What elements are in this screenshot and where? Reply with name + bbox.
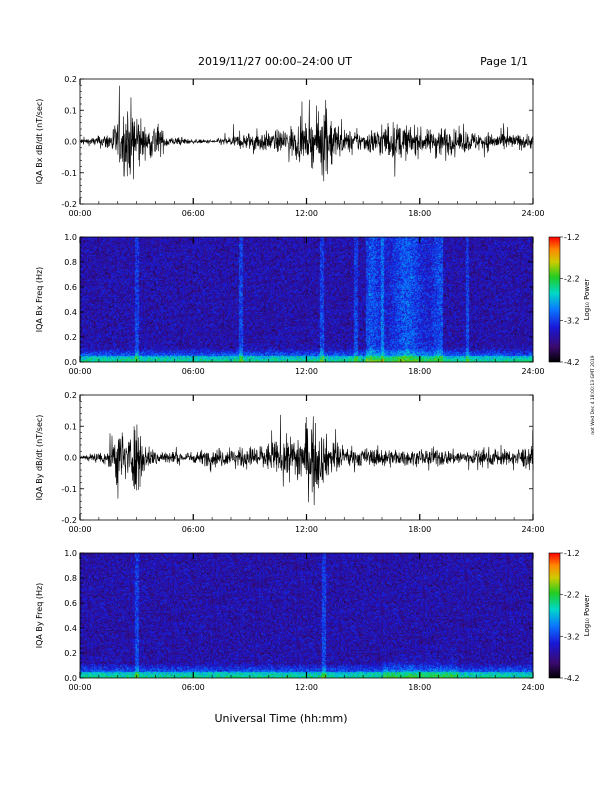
dbdt-panel: 0.2 0.1 0.0 -0.1 -0.200:00 06:00 12:00 18:00 24:… xyxy=(35,75,545,218)
y-tick-label: 0.8 xyxy=(64,574,77,583)
figure-title: 2019/11/27 00:00–24:00 UT xyxy=(198,55,352,68)
x-tick-label: 18:00 xyxy=(408,525,431,534)
dbdt-panel: 0.2 0.1 0.0 -0.1 -0.200:00 06:00 12:00 18:00 24:… xyxy=(35,391,545,534)
x-tick-label: 18:00 xyxy=(408,209,431,218)
y-axis-label: IQA Bx dB/dt (nT/sec) xyxy=(35,99,44,185)
x-tick-label: 12:00 xyxy=(295,367,318,376)
colorbar xyxy=(548,236,561,363)
y-tick-label: -0.1 xyxy=(61,169,77,178)
x-tick-label: 06:00 xyxy=(182,367,205,376)
colorbar-tick-label: -2.2 xyxy=(564,591,580,600)
x-tick-label: 00:00 xyxy=(68,209,91,218)
y-tick-label: 0.1 xyxy=(64,106,77,115)
y-axis-label: IQA Bx Freq (Hz) xyxy=(35,267,44,333)
x-tick-label: 18:00 xyxy=(408,367,431,376)
colorbar xyxy=(548,552,561,679)
y-tick-label: 0.0 xyxy=(64,358,77,367)
y-tick-label: 0.0 xyxy=(64,674,77,683)
x-tick-label: 12:00 xyxy=(295,525,318,534)
y-axis-label: IQA By Freq (Hz) xyxy=(35,583,44,649)
y-axis-label: IQA By dB/dt (nT/sec) xyxy=(35,415,44,501)
colorbar-label: Log₁₀ Power xyxy=(583,279,591,321)
dbdt-trace xyxy=(79,85,534,182)
panels: 0.20.10.0-0.1-0.200:00 06:00 12:00 18:00 24:… xyxy=(35,75,591,692)
y-tick-label: 0.4 xyxy=(64,308,77,317)
x-tick-label: 18:00 xyxy=(408,683,431,692)
x-tick-label: 00:00 xyxy=(68,525,91,534)
y-tick-label: -0.2 xyxy=(61,516,77,525)
colorbar-tick-label: -4.2 xyxy=(564,358,580,367)
colorbar-tick-label: -3.2 xyxy=(564,316,580,325)
x-tick-label: 24:00 xyxy=(521,209,544,218)
y-tick-label: -0.1 xyxy=(61,485,77,494)
colorbar-tick-label: -2.2 xyxy=(564,275,580,284)
x-tick-label: 24:00 xyxy=(521,525,544,534)
spectrogram-image xyxy=(80,237,533,362)
x-tick-label: 24:00 xyxy=(521,683,544,692)
x-tick-label: 00:00 xyxy=(68,367,91,376)
colorbar-tick-label: -3.2 xyxy=(564,632,580,641)
y-tick-label: 0.6 xyxy=(64,283,77,292)
y-tick-label: 0.1 xyxy=(64,422,77,431)
x-tick-label: 00:00 xyxy=(68,683,91,692)
side-note: not Wed Dec 4 18:00:13 GMT 2019 xyxy=(590,355,596,434)
y-tick-label: 0.2 xyxy=(64,333,77,342)
x-tick-label: 12:00 xyxy=(295,209,318,218)
x-axis-label: Universal Time (hh:mm) xyxy=(215,712,348,725)
x-tick-label: 12:00 xyxy=(295,683,318,692)
y-tick-label: 0.0 xyxy=(64,138,77,147)
colorbar-label: Log₁₀ Power xyxy=(583,595,591,637)
y-tick-label: 0.0 xyxy=(64,454,77,463)
y-tick-label: 1.0 xyxy=(64,549,77,558)
y-tick-label: 0.2 xyxy=(64,75,77,84)
colorbar-tick-label: -4.2 xyxy=(564,674,580,683)
x-tick-label: 24:00 xyxy=(521,367,544,376)
y-tick-label: 0.2 xyxy=(64,649,77,658)
y-tick-label: 0.2 xyxy=(64,391,77,400)
spectrogram-image xyxy=(80,553,533,678)
colorbar-tick-label: -1.2 xyxy=(564,233,580,242)
spectrogram-panel: -1.2 -2.2 -3.2 -4.2 Log₁₀ Power 1.0 0.8 0.6 0.4 0… xyxy=(35,549,591,692)
colorbar-tick-label: -1.2 xyxy=(564,549,580,558)
x-tick-label: 06:00 xyxy=(182,525,205,534)
y-tick-label: 0.6 xyxy=(64,599,77,608)
x-tick-label: 06:00 xyxy=(182,683,205,692)
x-tick-label: 06:00 xyxy=(182,209,205,218)
y-tick-label: 1.0 xyxy=(64,233,77,242)
y-tick-label: -0.2 xyxy=(61,200,77,209)
spectrogram-panel: -1.2 -2.2 -3.2 -4.2 Log₁₀ Power 1.0 0.8 0.6 0.4 0… xyxy=(35,233,591,376)
page-indicator: Page 1/1 xyxy=(480,55,528,68)
dbdt-trace xyxy=(79,414,534,506)
y-tick-label: 0.8 xyxy=(64,258,77,267)
y-tick-label: 0.4 xyxy=(64,624,77,633)
